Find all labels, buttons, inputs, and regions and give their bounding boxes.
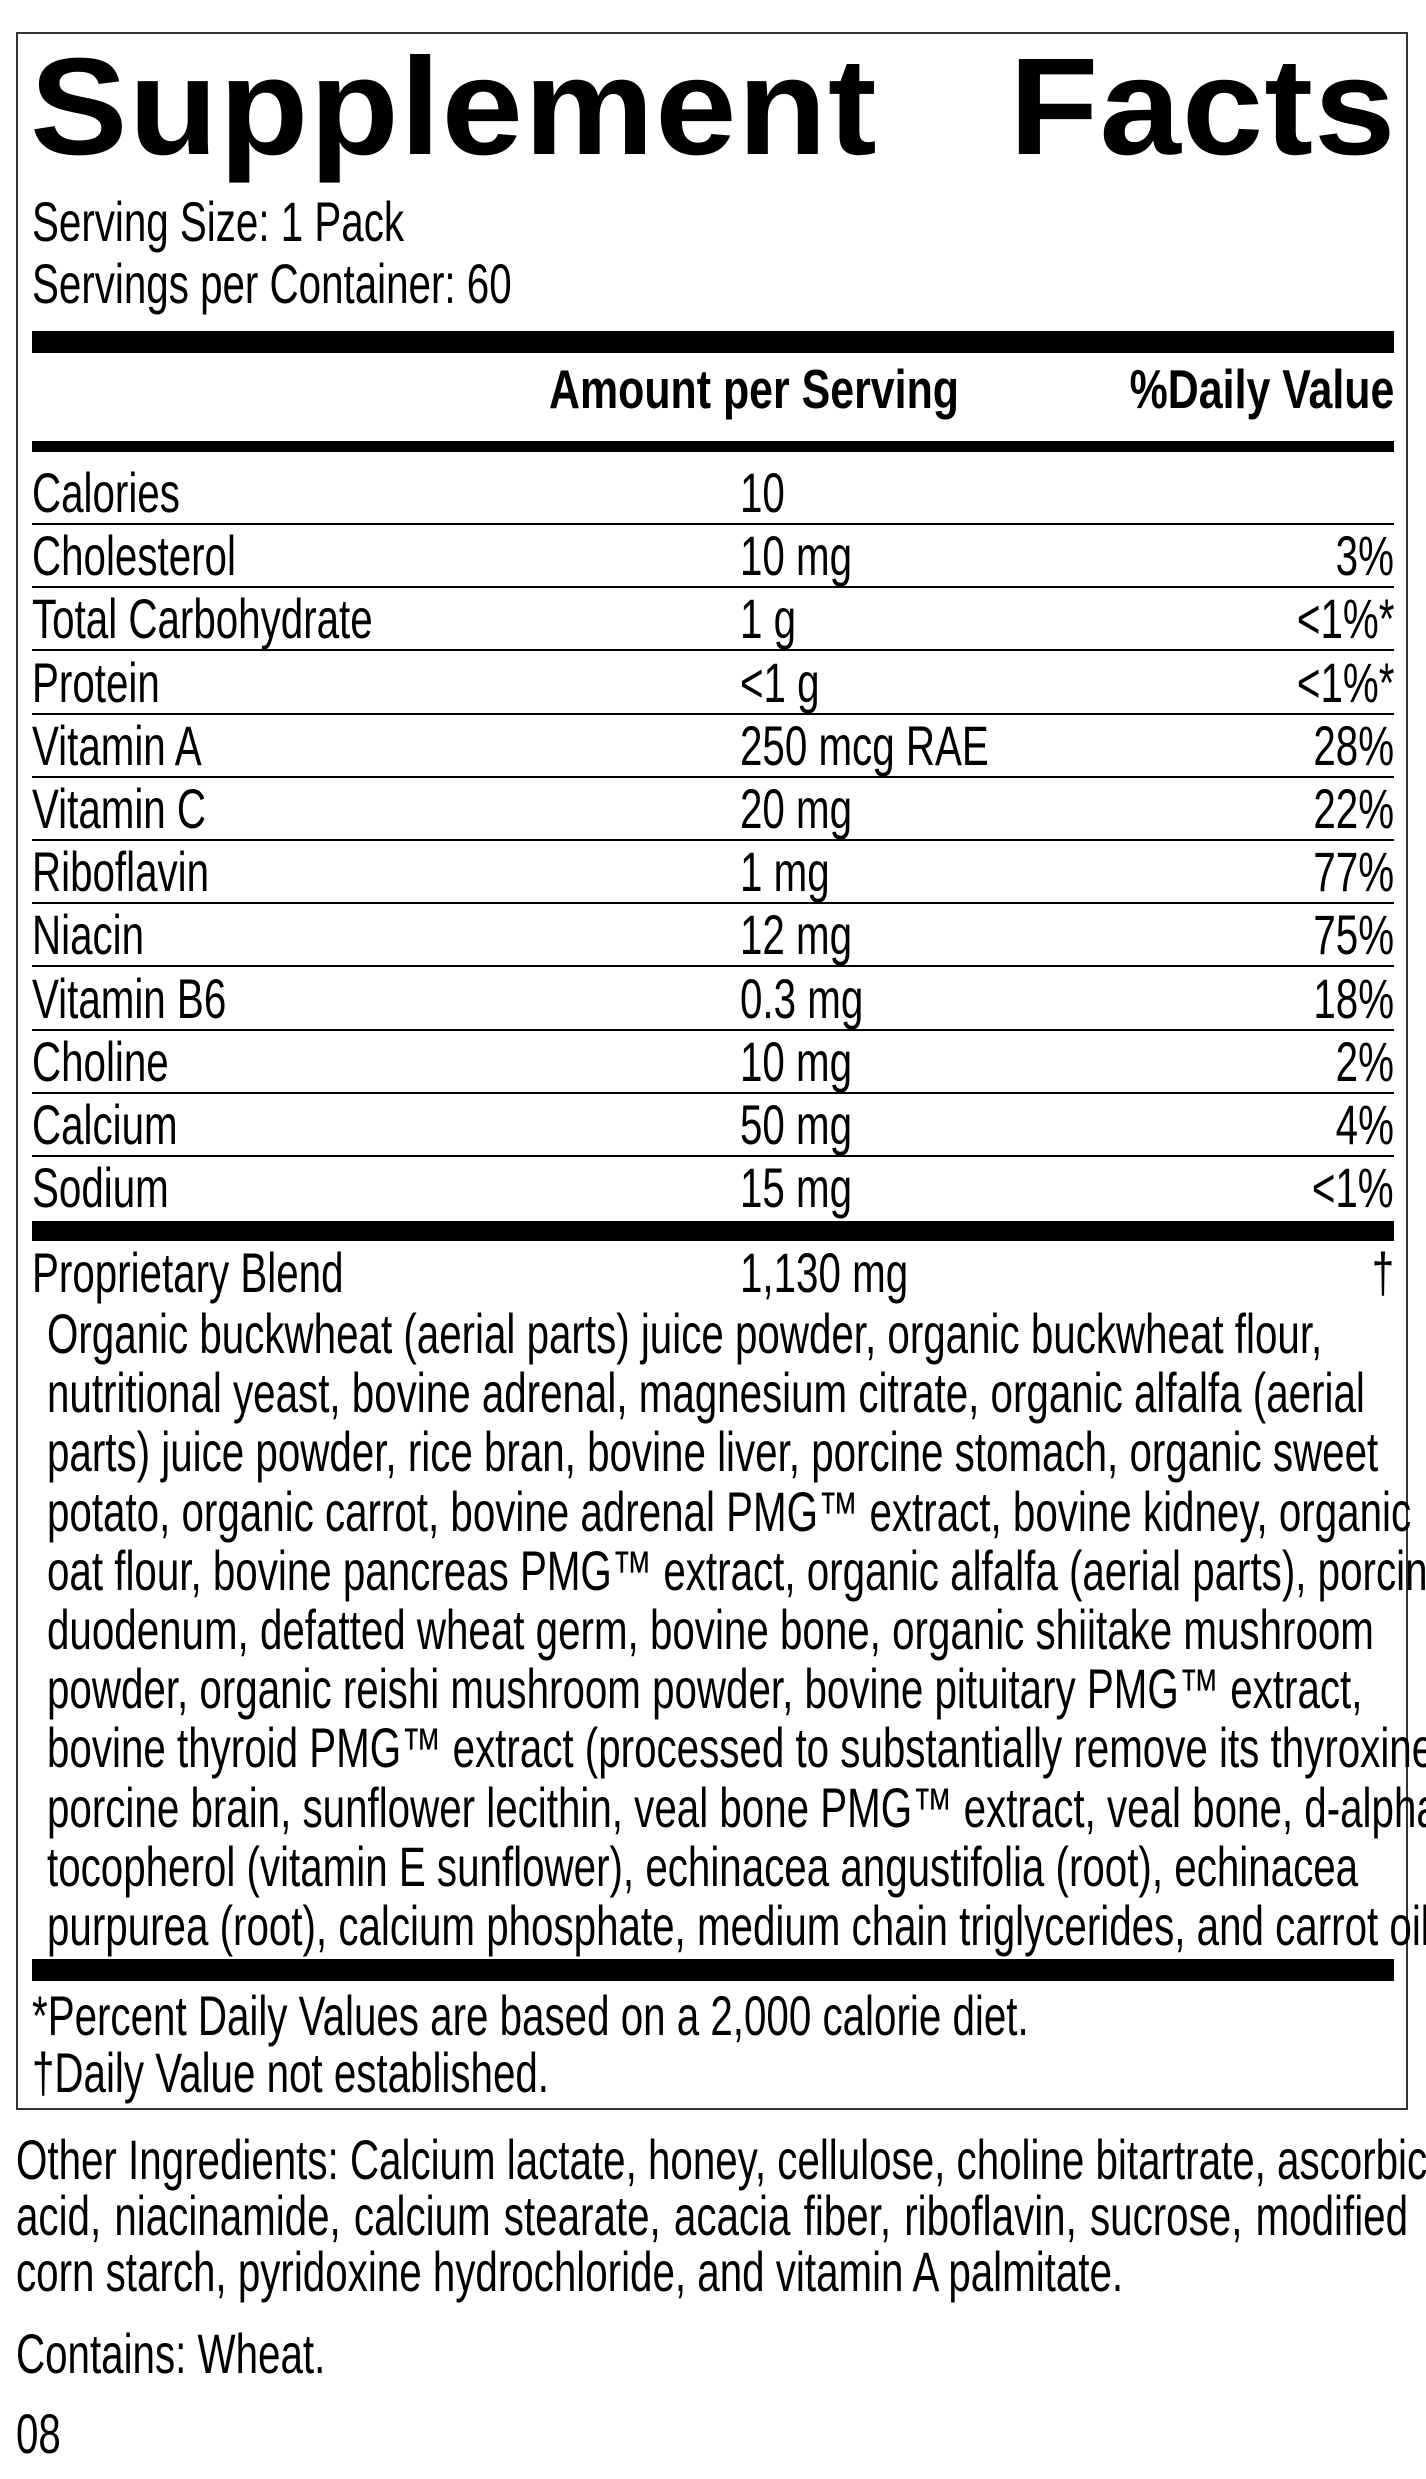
nutrient-daily-value: 4%	[1335, 1093, 1394, 1156]
nutrient-daily-value: 77%	[1313, 840, 1394, 904]
medium-divider	[32, 441, 1394, 452]
nutrient-name: Protein	[32, 650, 160, 714]
nutrient-amount: 50 mg	[740, 1093, 853, 1156]
thick-divider	[32, 1221, 1394, 1241]
nutrient-row: Choline 10 mg 2%	[32, 1029, 1394, 1094]
nutrient-daily-value: 75%	[1313, 903, 1394, 967]
nutrient-row: Total Carbohydrate 1 g <1%*	[32, 587, 1394, 652]
nutrient-daily-value: <1%	[1312, 1156, 1394, 1220]
ingredient-line: bovine thyroid PMG™ extract (processed t…	[47, 1716, 1426, 1780]
other-ingredients-line: acid, niacinamide, calcium stearate, aca…	[16, 2183, 1408, 2247]
nutrient-name: Calories	[32, 461, 180, 524]
nutrient-daily-value: <1%*	[1296, 650, 1394, 714]
other-ingredients-line: corn starch, pyridoxine hydrochloride, a…	[16, 2240, 1124, 2303]
nutrient-row: Calcium 50 mg 4%	[32, 1093, 1394, 1157]
nutrient-amount: 15 mg	[740, 1156, 853, 1220]
title-word-facts: Facts	[1008, 30, 1396, 184]
nutrient-name: Choline	[32, 1029, 169, 1093]
title-word-supplement: Supplement	[30, 30, 878, 184]
nutrient-row: Protein <1 g <1%*	[32, 650, 1394, 715]
nutrient-row: Sodium 15 mg <1%	[32, 1156, 1394, 1220]
ingredient-line: parts) juice powder, rice bran, bovine l…	[47, 1420, 1379, 1484]
nutrient-row: Vitamin A 250 mcg RAE 28%	[32, 713, 1394, 778]
other-ingredients-line: Other Ingredients: Calcium lactate, hone…	[16, 2128, 1426, 2191]
thick-divider	[32, 1959, 1394, 1981]
nutrient-daily-value: 28%	[1313, 713, 1394, 777]
panel-title: Supplement Facts	[30, 32, 1396, 182]
blend-row: Proprietary Blend 1,130 mg †	[32, 1241, 1394, 1305]
ingredient-line: duodenum, defatted wheat germ, bovine bo…	[47, 1598, 1374, 1661]
nutrient-name: Sodium	[32, 1156, 169, 1220]
nutrient-row: Riboflavin 1 mg 77%	[32, 840, 1394, 905]
nutrient-amount: 0.3 mg	[740, 966, 864, 1030]
header-daily-value: %Daily Value	[1129, 358, 1394, 420]
ingredient-line: tocopherol (vitamin E sunflower), echina…	[47, 1834, 1359, 1898]
nutrient-daily-value: 22%	[1313, 777, 1394, 840]
nutrient-name: Cholesterol	[32, 524, 236, 588]
nutrient-amount: 10 mg	[740, 1029, 853, 1093]
ingredient-line: powder, organic reishi mushroom powder, …	[47, 1657, 1363, 1721]
nutrient-daily-value: 3%	[1335, 524, 1394, 588]
allergen-statement: Contains: Wheat.	[16, 2322, 326, 2385]
ingredient-line: potato, organic carrot, bovine adrenal P…	[47, 1479, 1412, 1543]
nutrient-amount: 250 mcg RAE	[740, 713, 989, 777]
servings-per-container: Servings per Container: 60	[32, 252, 512, 315]
ingredient-line: oat flour, bovine pancreas PMG™ extract,…	[47, 1538, 1426, 1602]
nutrient-amount: <1 g	[740, 650, 820, 714]
nutrient-daily-value: 2%	[1335, 1029, 1394, 1093]
serving-size: Serving Size: 1 Pack	[32, 190, 405, 253]
nutrient-amount: 10	[740, 461, 785, 524]
ingredient-line: purpurea (root), calcium phosphate, medi…	[47, 1894, 1426, 1957]
nutrient-name: Total Carbohydrate	[32, 587, 373, 651]
nutrient-row: Calories 10	[32, 461, 1394, 525]
nutrient-name: Riboflavin	[32, 840, 210, 904]
blend-name: Proprietary Blend	[32, 1241, 344, 1304]
nutrient-amount: 1 mg	[740, 840, 830, 904]
nutrient-name: Vitamin B6	[32, 966, 227, 1030]
nutrient-name: Vitamin C	[32, 777, 207, 840]
nutrient-name: Niacin	[32, 903, 145, 967]
supplement-facts-panel	[16, 32, 1408, 2110]
thick-divider	[32, 331, 1394, 353]
nutrient-row: Vitamin B6 0.3 mg 18%	[32, 966, 1394, 1031]
footnote-dv-not-established: †Daily Value not established.	[32, 2041, 550, 2104]
nutrient-daily-value: <1%*	[1296, 587, 1394, 651]
ingredient-line: Organic buckwheat (aerial parts) juice p…	[47, 1302, 1323, 1365]
label-code: 08	[16, 2402, 61, 2465]
footnote-percent-dv: *Percent Daily Values are based on a 2,0…	[32, 1984, 1029, 2047]
nutrient-name: Vitamin A	[32, 713, 202, 777]
ingredient-line: porcine brain, sunflower lecithin, veal …	[47, 1775, 1426, 1839]
nutrient-daily-value: 18%	[1313, 966, 1394, 1030]
nutrient-amount: 10 mg	[740, 524, 853, 588]
header-amount: Amount per Serving	[549, 358, 959, 420]
nutrient-row: Cholesterol 10 mg 3%	[32, 524, 1394, 589]
nutrient-row: Niacin 12 mg 75%	[32, 903, 1394, 968]
nutrient-amount: 1 g	[740, 587, 797, 651]
nutrient-amount: 20 mg	[740, 777, 853, 840]
nutrient-amount: 12 mg	[740, 903, 853, 967]
blend-dv: †	[1371, 1241, 1394, 1304]
blend-amount: 1,130 mg	[740, 1241, 909, 1304]
ingredient-line: nutritional yeast, bovine adrenal, magne…	[47, 1361, 1365, 1425]
nutrient-row: Vitamin C 20 mg 22%	[32, 777, 1394, 841]
nutrient-name: Calcium	[32, 1093, 178, 1156]
